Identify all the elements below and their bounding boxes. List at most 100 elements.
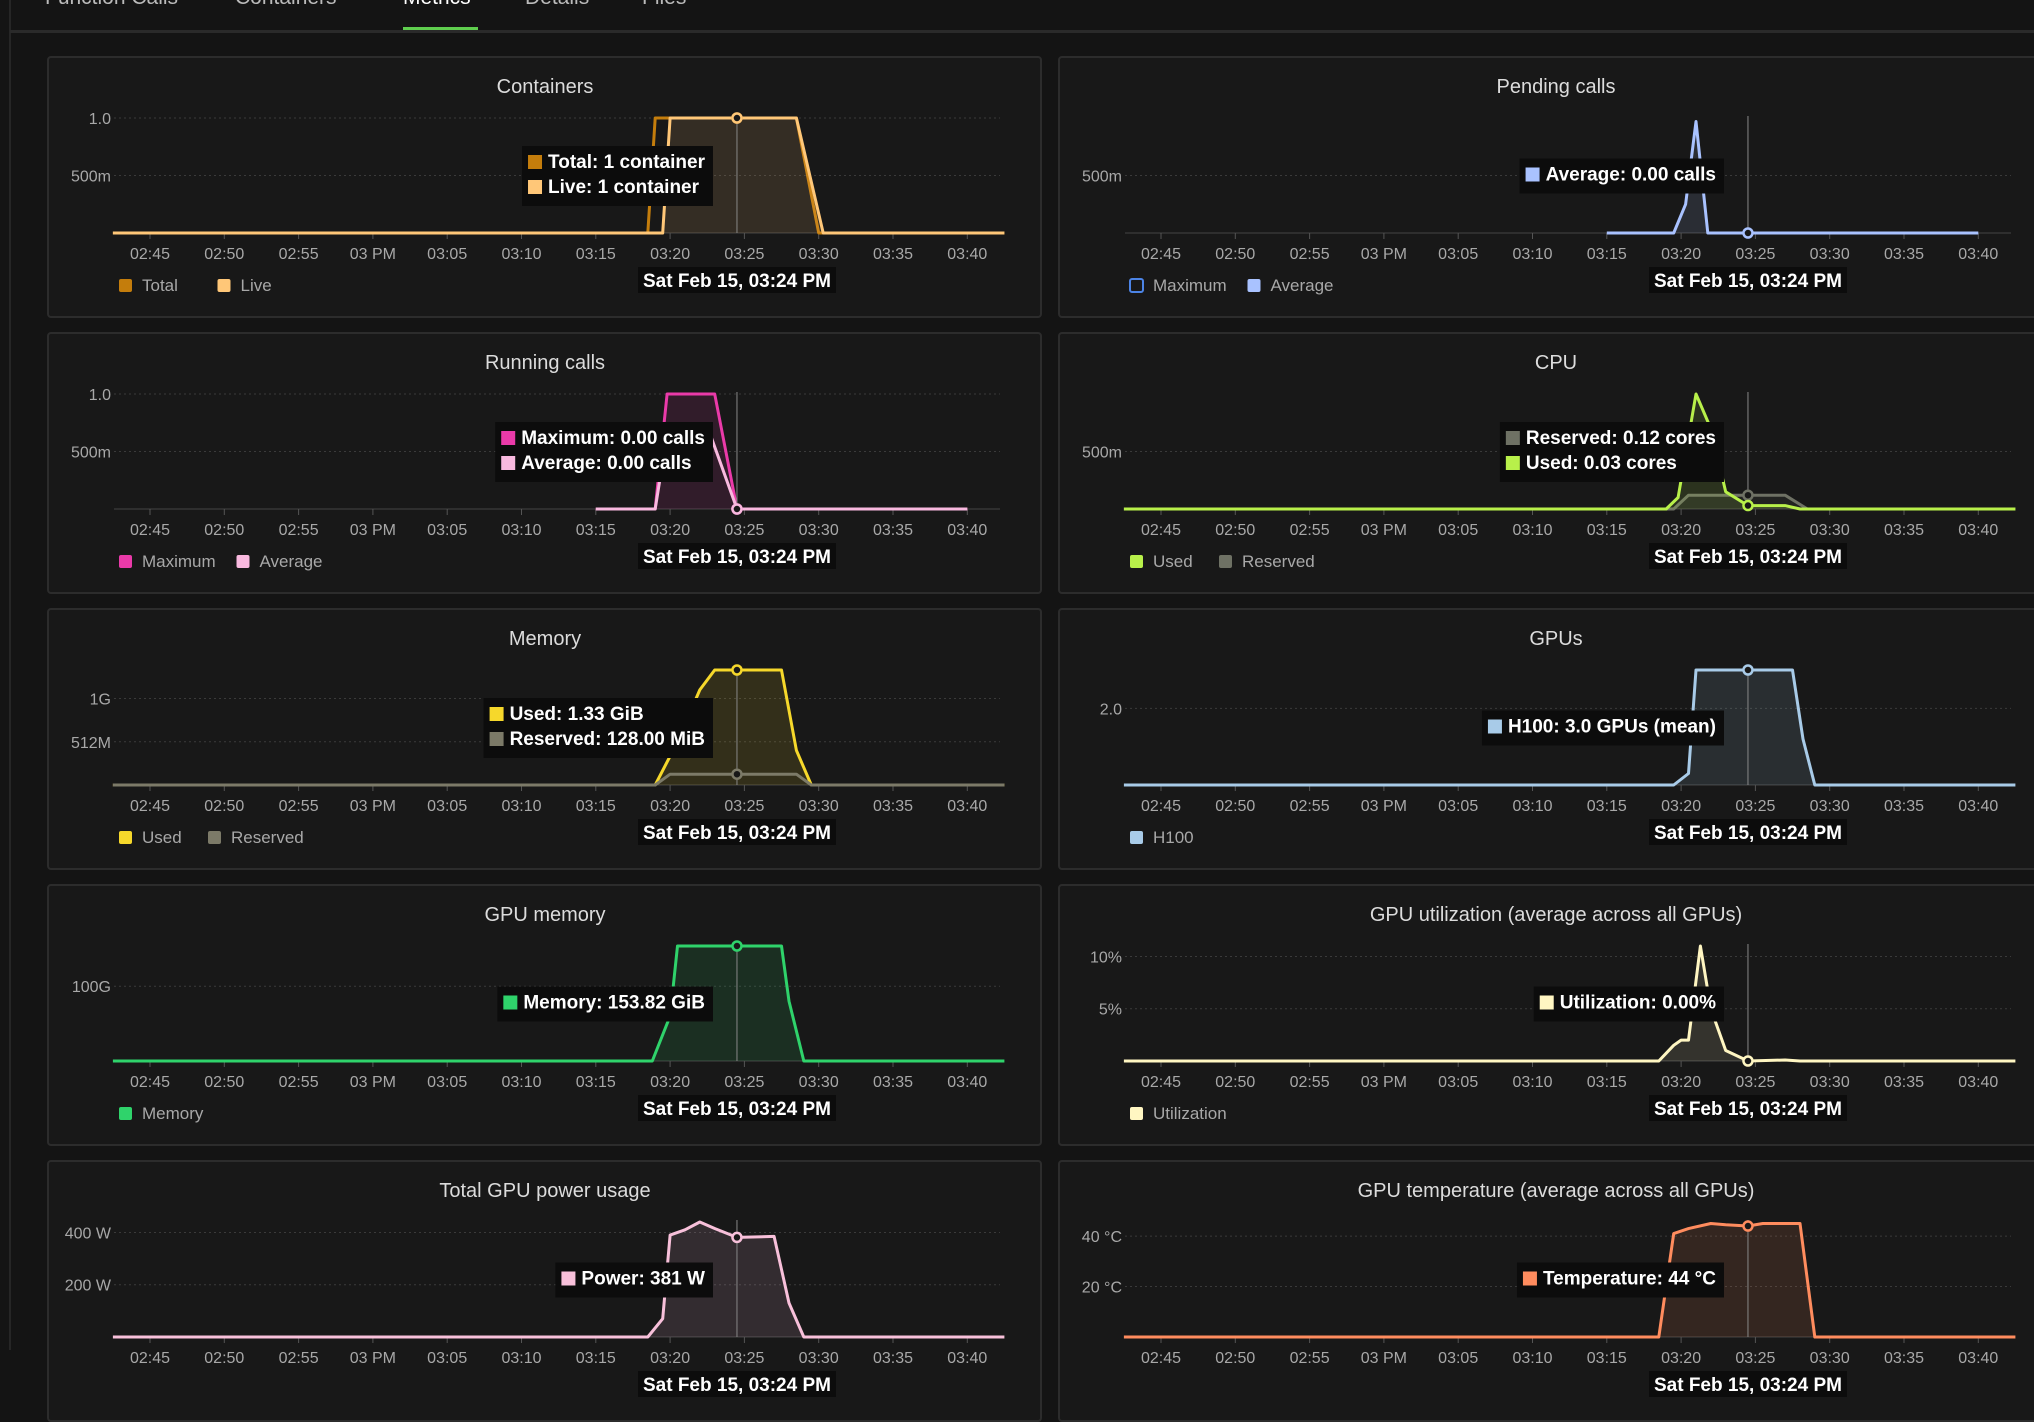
chart-title: Containers: [497, 76, 594, 98]
legend-item-reserved[interactable]: Reserved: [208, 828, 304, 847]
tooltip-background: [497, 986, 713, 1022]
x-tick-label: 03:25: [1735, 798, 1775, 815]
legend-swatch: [1219, 555, 1232, 568]
chart-title: GPU memory: [484, 904, 605, 926]
chart-card-cpu: CPU 500m 02:45 02:50 02:55 03 PM 03:05 03:10 03:…: [1058, 332, 2034, 594]
x-tick-label: 02:50: [1215, 1074, 1255, 1091]
chart[interactable]: Containers 1.0 500m 02:45 02:50 02:55 03 PM 03:…: [49, 58, 1042, 318]
tooltip: Total: 1 container Live: 1 container: [522, 146, 713, 206]
chart[interactable]: GPU memory 100G 02:45 02:50 02:55 03 PM 03:05 0…: [49, 886, 1042, 1146]
chart[interactable]: GPU utilization (average across all GPUs…: [1060, 886, 2034, 1146]
series-area: [112, 670, 1005, 785]
cursor-date-label: Sat Feb 15, 03:24 PM: [637, 1095, 836, 1121]
x-tick-label: 03:15: [1587, 1350, 1627, 1367]
x-tick-label: 03:10: [1512, 522, 1552, 539]
x-tick-label: 02:55: [279, 1074, 319, 1091]
legend-item-maximum[interactable]: Maximum: [1129, 276, 1227, 295]
x-tick-label: 03:30: [799, 1350, 839, 1367]
tooltip-swatch: [501, 431, 516, 445]
x-tick-label: 03:35: [1884, 522, 1924, 539]
legend-item-used[interactable]: Used: [1130, 552, 1193, 571]
y-tick-label: 1.0: [89, 387, 111, 404]
chart[interactable]: GPUs 2.0 02:45 02:50 02:55 03 PM 03:05 03:10 03:…: [1060, 610, 2034, 870]
chart[interactable]: Running calls 1.0 500m 02:45 02:50 02:55 03 PM…: [49, 334, 1042, 594]
legend-item-h100[interactable]: H100: [1130, 828, 1194, 847]
cursor-date-label: Sat Feb 15, 03:24 PM: [1648, 543, 1847, 569]
y-tick-label: 100G: [72, 979, 111, 996]
x-tick-label: 03:40: [1958, 246, 1998, 263]
y-tick-label: 200 W: [65, 1278, 112, 1295]
chart-title: Pending calls: [1497, 76, 1616, 98]
x-tick-label: 03:35: [1884, 1074, 1924, 1091]
cursor-date-label: Sat Feb 15, 03:24 PM: [637, 1371, 836, 1397]
x-tick-label: 03:05: [1438, 246, 1478, 263]
tab-containers[interactable]: Containers: [235, 0, 337, 10]
x-tick-label: 03:15: [1587, 246, 1627, 263]
x-tick-label: 03:20: [1661, 798, 1701, 815]
chart-card-running-calls: Running calls 1.0 500m 02:45 02:50 02:55 03 PM…: [47, 332, 1042, 594]
series-line-used: [112, 668, 1005, 787]
tab-metrics[interactable]: Metrics: [403, 0, 471, 10]
legend-item-total[interactable]: Total: [119, 276, 178, 295]
tab-function-calls[interactable]: Function Calls: [45, 0, 178, 10]
x-tick-label: 03 PM: [1361, 1350, 1407, 1367]
legend-swatch: [217, 279, 231, 292]
legend-item-average[interactable]: Average: [1247, 276, 1334, 295]
tooltip-background: [522, 146, 713, 206]
cursor-date-text: Sat Feb 15, 03:24 PM: [643, 271, 831, 292]
x-tick-label: 03:20: [650, 1350, 690, 1367]
x-tick-label: 03:20: [1661, 522, 1701, 539]
legend-item-live[interactable]: Live: [217, 276, 272, 295]
x-tick-label: 03:30: [799, 246, 839, 263]
x-tick-label: 02:55: [1290, 1074, 1330, 1091]
series-area: [112, 1222, 1005, 1337]
legend-item-reserved[interactable]: Reserved: [1219, 552, 1315, 571]
cursor-date-label: Sat Feb 15, 03:24 PM: [637, 543, 836, 569]
legend-swatch: [208, 831, 221, 844]
series-area: [1123, 1223, 2016, 1337]
legend-item-average[interactable]: Average: [236, 552, 323, 571]
x-tick-label: 03:20: [650, 1074, 690, 1091]
legend-label: Average: [1271, 276, 1334, 295]
legend-item-maximum[interactable]: Maximum: [119, 552, 216, 571]
chart[interactable]: Memory 1G 512M 02:45 02:50 02:55 03 PM 03:05 03:…: [49, 610, 1042, 870]
x-tick-label: 03:10: [501, 246, 541, 263]
tooltip-text: Used: 0.03 cores: [1526, 453, 1677, 474]
tooltip-text: Average: 0.00 calls: [521, 453, 691, 474]
y-tick-label: 400 W: [65, 1225, 112, 1242]
chart[interactable]: GPU temperature (average across all GPUs…: [1060, 1162, 2034, 1422]
cursor-point: [731, 1231, 743, 1244]
legend-swatch: [119, 555, 132, 568]
cursor-point: [731, 503, 743, 515]
y-tick-label: 512M: [71, 735, 111, 752]
legend-swatch: [1130, 831, 1143, 844]
chart-card-gpu-utilization-average-across-all-gpus: GPU utilization (average across all GPUs…: [1058, 884, 2034, 1146]
x-tick-label: 02:55: [1290, 246, 1330, 263]
tab-details[interactable]: Details: [525, 0, 589, 10]
x-tick-label: 02:50: [1215, 522, 1255, 539]
tooltip-text: Temperature: 44 °C: [1543, 1269, 1716, 1290]
x-tick-label: 03:25: [724, 1074, 764, 1091]
chart[interactable]: CPU 500m 02:45 02:50 02:55 03 PM 03:05 03:10 03:…: [1060, 334, 2034, 594]
cursor-date-label: Sat Feb 15, 03:24 PM: [637, 819, 836, 845]
x-tick-label: 03:10: [501, 1074, 541, 1091]
tab-files[interactable]: Files: [642, 0, 686, 10]
x-tick-label: 02:50: [1215, 246, 1255, 263]
chart-title: GPU utilization (average across all GPUs…: [1370, 904, 1742, 926]
chart[interactable]: Pending calls 500m 02:45 02:50 02:55 03 PM 03:…: [1060, 58, 2034, 318]
x-tick-label: 03:05: [427, 522, 467, 539]
legend-label: Used: [142, 828, 182, 847]
cursor-point: [1742, 1055, 1754, 1067]
chart[interactable]: Total GPU power usage 400 W 200 W 02:45 02:5…: [49, 1162, 1042, 1422]
legend-item-used[interactable]: Used: [119, 828, 182, 847]
x-tick-label: 02:45: [130, 1074, 170, 1091]
x-tick-label: 02:55: [279, 798, 319, 815]
x-tick-label: 02:45: [1141, 246, 1181, 263]
legend-item-utilization[interactable]: Utilization: [1130, 1104, 1227, 1123]
x-tick-label: 03:35: [873, 1350, 913, 1367]
tooltip: H100: 3.0 GPUs (mean): [1481, 710, 1724, 746]
legend-item-memory[interactable]: Memory: [119, 1104, 204, 1123]
cursor-date-text: Sat Feb 15, 03:24 PM: [643, 823, 831, 844]
y-tick-label: 500m: [71, 169, 111, 186]
legend-label: Average: [260, 552, 323, 571]
